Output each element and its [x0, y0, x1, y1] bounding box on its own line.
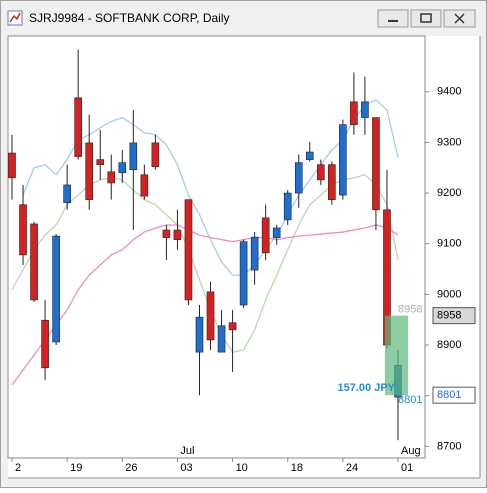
month-label: Aug — [401, 445, 421, 457]
candle-body — [339, 124, 347, 196]
x-tick-label: 24 — [346, 462, 358, 474]
candle-body — [272, 227, 281, 238]
candle-body — [118, 162, 127, 174]
x-tick-label: 18 — [291, 462, 303, 474]
candle-body — [250, 236, 259, 271]
x-tick-label: 01 — [401, 462, 413, 474]
candle-body — [19, 204, 27, 256]
y-tick-label: 8700 — [437, 440, 461, 452]
measure-to-label: 8801 — [398, 394, 422, 406]
y-tick-label: 8900 — [437, 339, 461, 351]
y-tick-label: 9400 — [437, 86, 461, 98]
candle-body — [261, 217, 270, 254]
candle-body — [140, 174, 149, 197]
month-label: Jul — [180, 445, 194, 457]
candle-body — [328, 164, 336, 200]
candle-body — [305, 151, 314, 160]
y-tick-label: 9200 — [437, 187, 461, 199]
candle-body — [195, 316, 204, 353]
candle-body — [361, 101, 369, 118]
window-buttons[interactable] — [377, 9, 476, 28]
candle-body — [162, 229, 171, 238]
measure-label: 157.00 JPY — [338, 382, 396, 394]
measure-from-label: 8958 — [398, 304, 422, 316]
candle-body — [239, 241, 248, 306]
candle-body — [129, 142, 138, 171]
candle-body — [372, 117, 380, 211]
x-tick-label: 2 — [15, 462, 21, 474]
candle-body — [316, 164, 325, 181]
price-tag-label: 8801 — [437, 389, 461, 401]
candle-body — [184, 199, 193, 301]
candle-body — [206, 291, 215, 341]
candle-body — [350, 101, 358, 125]
y-tick-label: 9100 — [437, 238, 461, 250]
candle-body — [85, 142, 93, 200]
price-tag — [432, 386, 476, 404]
candle-body — [283, 192, 292, 221]
candle-body — [41, 319, 49, 369]
candle-body — [63, 184, 71, 203]
candle-body — [217, 325, 226, 353]
price-tag — [432, 307, 476, 325]
price-tag-label: 8958 — [437, 310, 461, 322]
maximize-button[interactable] — [410, 9, 442, 28]
candle-body — [96, 159, 105, 165]
candle-body — [151, 142, 160, 168]
x-tick-label: 03 — [180, 462, 192, 474]
moving-average-line — [22, 99, 399, 276]
measure-box — [385, 315, 408, 396]
x-tick-label: 26 — [125, 462, 137, 474]
plot-border — [7, 35, 426, 459]
candle-body — [52, 235, 60, 343]
candle-body — [74, 97, 82, 157]
minimize-button[interactable] — [377, 9, 409, 28]
candle-body — [30, 223, 38, 301]
candle-body — [228, 322, 237, 331]
candle-body — [8, 152, 16, 179]
moving-average-line — [11, 224, 399, 386]
chart-title: SJRJ9984 - SOFTBANK CORP, Daily — [29, 11, 230, 25]
candle-body — [173, 229, 182, 240]
app-icon — [7, 10, 23, 26]
x-tick-label: 10 — [236, 462, 248, 474]
x-tick-label: 19 — [70, 462, 82, 474]
y-tick-label: 9000 — [437, 288, 461, 300]
candle-body — [294, 162, 303, 194]
candle-body — [107, 171, 116, 184]
y-tick-label: 9300 — [437, 136, 461, 148]
